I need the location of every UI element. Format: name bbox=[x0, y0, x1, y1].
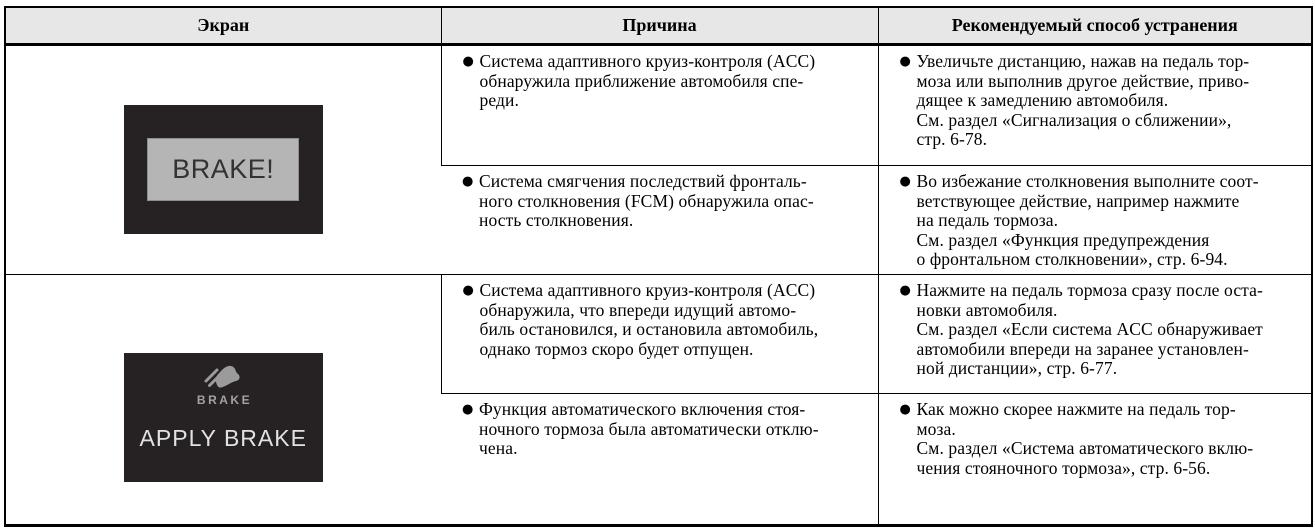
table-row: ● Система смягчения последствий фронталь… bbox=[5, 165, 1312, 275]
apply-brake-display: BRAKE APPLY BRAKE bbox=[123, 352, 323, 482]
bullet-icon: ● bbox=[462, 54, 474, 69]
bullet-icon: ● bbox=[899, 282, 911, 298]
cause-text: Система адаптивного круиз-контроля (ACC)… bbox=[479, 279, 819, 359]
pedal-icon-label: BRAKE bbox=[196, 392, 253, 407]
screen-cell-brake: BRAKE! bbox=[5, 44, 441, 275]
bullet-icon: ● bbox=[899, 174, 911, 189]
remedy-cell: ● Как можно скорее нажмите на педаль тор… bbox=[877, 392, 1312, 526]
remedy-cell: ● Увеличьте дистанцию, нажав на педаль т… bbox=[877, 44, 1312, 166]
bullet-icon: ● bbox=[462, 401, 474, 417]
display-panel: BRAKE! bbox=[147, 138, 300, 201]
brake-pedal-icon bbox=[204, 365, 240, 388]
cause-cell: ● Система смягчения последствий фронталь… bbox=[441, 165, 878, 275]
display-text: BRAKE! bbox=[172, 154, 275, 184]
table-row: BRAKE! ● Система адаптивного круиз-контр… bbox=[5, 44, 1312, 275]
troubleshooting-table: Экран Причина Рекомендуемый способ устра… bbox=[4, 6, 1313, 527]
cause-cell: ● Функция автоматического включения стоя… bbox=[441, 392, 878, 526]
bullet-icon: ● bbox=[899, 401, 911, 417]
display-text: APPLY BRAKE bbox=[139, 424, 307, 451]
remedy-cell: ● Нажмите на педаль тормоза сразу после … bbox=[877, 273, 1312, 394]
brake-warning-display: BRAKE! bbox=[123, 105, 323, 234]
bullet-icon: ● bbox=[899, 54, 911, 69]
cause-cell: ● Система адаптивного круиз-контроля (AC… bbox=[440, 273, 878, 394]
table-row: ● Функция автоматического включения стоя… bbox=[5, 392, 1312, 526]
col-header-cause: Причина bbox=[440, 7, 878, 46]
cause-text: Система смягчения последствий фронталь- … bbox=[479, 171, 814, 231]
remedy-text: Во избежание столкновения выполните соот… bbox=[916, 171, 1259, 270]
screen-cell-apply-brake: BRAKE APPLY BRAKE bbox=[5, 273, 441, 526]
bullet-icon: ● bbox=[462, 174, 474, 189]
bullet-icon: ● bbox=[462, 282, 474, 298]
cause-text: Функция автоматического включения стоя- … bbox=[479, 398, 819, 459]
table-row: BRAKE APPLY BRAKE ● Система адаптивного … bbox=[5, 273, 1312, 526]
remedy-text: Увеличьте дистанцию, нажав на педаль тор… bbox=[916, 51, 1250, 150]
cause-text: Система адаптивного круиз-контроля (ACC)… bbox=[479, 51, 816, 111]
table-header-row: Экран Причина Рекомендуемый способ устра… bbox=[5, 7, 1312, 46]
remedy-text: Как можно скорее нажмите на педаль тор- … bbox=[916, 398, 1254, 478]
cause-cell: ● Система адаптивного круиз-контроля (AC… bbox=[440, 44, 878, 166]
col-header-remedy: Рекомендуемый способ устранения bbox=[877, 7, 1312, 46]
remedy-text: Нажмите на педаль тормоза сразу после ос… bbox=[916, 279, 1263, 379]
col-header-screen: Экран bbox=[5, 7, 441, 46]
remedy-cell: ● Во избежание столкновения выполните со… bbox=[877, 165, 1312, 275]
